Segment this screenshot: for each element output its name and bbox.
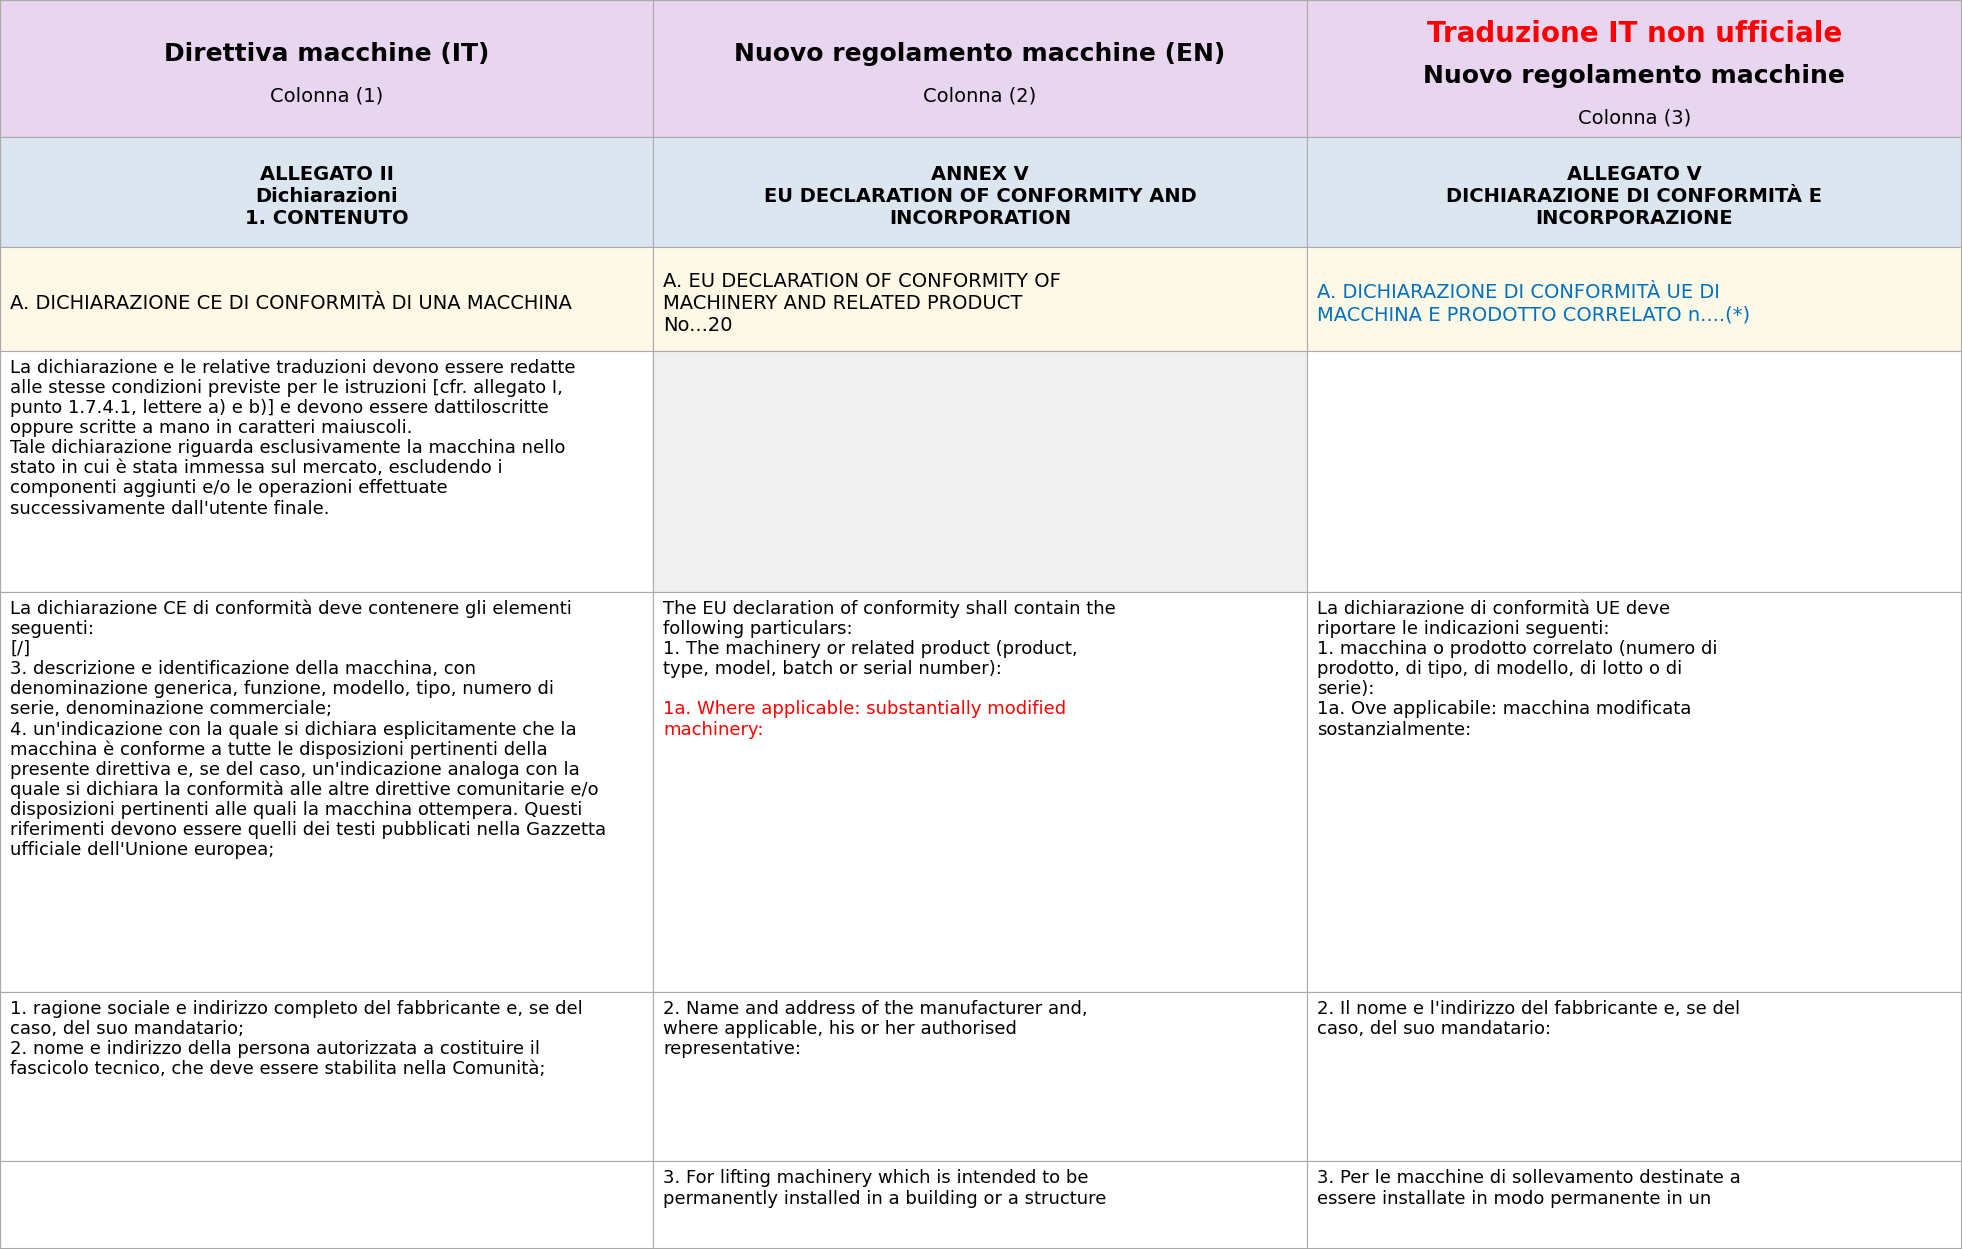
Text: denominazione generica, funzione, modello, tipo, numero di: denominazione generica, funzione, modell… (10, 681, 553, 698)
Text: Traduzione IT non ufficiale: Traduzione IT non ufficiale (1426, 20, 1842, 47)
Text: Dichiarazioni: Dichiarazioni (255, 187, 398, 206)
Text: 2. Il nome e l'indirizzo del fabbricante e, se del: 2. Il nome e l'indirizzo del fabbricante… (1317, 999, 1740, 1018)
Text: disposizioni pertinenti alle quali la macchina ottempera. Questi: disposizioni pertinenti alle quali la ma… (10, 801, 583, 819)
Text: where applicable, his or her authorised: where applicable, his or her authorised (663, 1019, 1016, 1038)
Text: representative:: representative: (663, 1040, 800, 1058)
Bar (1307, 0, 1962, 137)
Text: Direttiva macchine (IT): Direttiva macchine (IT) (165, 42, 489, 66)
Text: La dichiarazione di conformità UE deve: La dichiarazione di conformità UE deve (1317, 600, 1670, 618)
Text: caso, del suo mandatario;: caso, del suo mandatario; (10, 1019, 243, 1038)
Text: 1. macchina o prodotto correlato (numero di: 1. macchina o prodotto correlato (numero… (1317, 639, 1717, 658)
Text: macchina è conforme a tutte le disposizioni pertinenti della: macchina è conforme a tutte le disposizi… (10, 741, 547, 759)
Text: MACCHINA E PRODOTTO CORRELATO n....(*): MACCHINA E PRODOTTO CORRELATO n....(*) (1317, 305, 1750, 325)
Text: 3. Per le macchine di sollevamento destinate a: 3. Per le macchine di sollevamento desti… (1317, 1169, 1740, 1188)
Text: Colonna (1): Colonna (1) (271, 86, 383, 105)
Text: riferimenti devono essere quelli dei testi pubblicati nella Gazzetta: riferimenti devono essere quelli dei tes… (10, 822, 606, 839)
Bar (0, 137, 653, 246)
Text: La dichiarazione e le relative traduzioni devono essere redatte: La dichiarazione e le relative traduzion… (10, 358, 575, 377)
Text: 1. ragione sociale e indirizzo completo del fabbricante e, se del: 1. ragione sociale e indirizzo completo … (10, 999, 583, 1018)
Text: 2. Name and address of the manufacturer and,: 2. Name and address of the manufacturer … (663, 999, 1089, 1018)
Text: serie):: serie): (1317, 681, 1373, 698)
Text: 1. The machinery or related product (product,: 1. The machinery or related product (pro… (663, 639, 1077, 658)
Text: The EU declaration of conformity shall contain the: The EU declaration of conformity shall c… (663, 600, 1116, 618)
Text: 4. un'indicazione con la quale si dichiara esplicitamente che la: 4. un'indicazione con la quale si dichia… (10, 721, 577, 738)
Text: 2. nome e indirizzo della persona autorizzata a costituire il: 2. nome e indirizzo della persona autori… (10, 1040, 540, 1058)
Text: INCORPORAZIONE: INCORPORAZIONE (1536, 210, 1732, 229)
Text: machinery:: machinery: (663, 721, 763, 738)
Text: [/]: [/] (10, 639, 29, 658)
Bar (0, 351, 653, 592)
Bar (1307, 351, 1962, 592)
Bar (1307, 137, 1962, 246)
Text: A. EU DECLARATION OF CONFORMITY OF: A. EU DECLARATION OF CONFORMITY OF (663, 272, 1061, 291)
Text: Colonna (3): Colonna (3) (1577, 109, 1691, 127)
Bar (0, 1162, 653, 1249)
Text: punto 1.7.4.1, lettere a) e b)] e devono essere dattiloscritte: punto 1.7.4.1, lettere a) e b)] e devono… (10, 398, 549, 417)
Text: essere installate in modo permanente in un: essere installate in modo permanente in … (1317, 1189, 1711, 1208)
Bar (0, 592, 653, 992)
Text: Nuovo regolamento macchine (EN): Nuovo regolamento macchine (EN) (734, 42, 1226, 66)
Text: alle stesse condizioni previste per le istruzioni [cfr. allegato I,: alle stesse condizioni previste per le i… (10, 378, 563, 397)
Text: DICHIARAZIONE DI CONFORMITÀ E: DICHIARAZIONE DI CONFORMITÀ E (1446, 187, 1823, 206)
Text: serie, denominazione commerciale;: serie, denominazione commerciale; (10, 701, 332, 718)
Bar (653, 592, 1307, 992)
Text: seguenti:: seguenti: (10, 620, 94, 638)
Text: EU DECLARATION OF CONFORMITY AND: EU DECLARATION OF CONFORMITY AND (763, 187, 1197, 206)
Bar (1307, 592, 1962, 992)
Text: ANNEX V: ANNEX V (932, 165, 1028, 185)
Text: fascicolo tecnico, che deve essere stabilita nella Comunità;: fascicolo tecnico, che deve essere stabi… (10, 1060, 545, 1078)
Text: successivamente dall'utente finale.: successivamente dall'utente finale. (10, 500, 330, 517)
Bar (1307, 1162, 1962, 1249)
Text: caso, del suo mandatario:: caso, del suo mandatario: (1317, 1019, 1550, 1038)
Bar (0, 992, 653, 1162)
Bar (653, 0, 1307, 137)
Text: permanently installed in a building or a structure: permanently installed in a building or a… (663, 1189, 1107, 1208)
Text: No...20: No...20 (663, 316, 734, 335)
Text: oppure scritte a mano in caratteri maiuscoli.: oppure scritte a mano in caratteri maius… (10, 420, 412, 437)
Text: quale si dichiara la conformità alle altre direttive comunitarie e/o: quale si dichiara la conformità alle alt… (10, 781, 598, 799)
Bar (0, 246, 653, 351)
Text: ALLEGATO V: ALLEGATO V (1568, 165, 1701, 185)
Text: La dichiarazione CE di conformità deve contenere gli elementi: La dichiarazione CE di conformità deve c… (10, 600, 571, 618)
Bar (0, 0, 653, 137)
Bar (653, 1162, 1307, 1249)
Text: 1a. Ove applicabile: macchina modificata: 1a. Ove applicabile: macchina modificata (1317, 701, 1691, 718)
Text: type, model, batch or serial number):: type, model, batch or serial number): (663, 659, 1003, 678)
Text: 1. CONTENUTO: 1. CONTENUTO (245, 210, 408, 229)
Text: MACHINERY AND RELATED PRODUCT: MACHINERY AND RELATED PRODUCT (663, 295, 1022, 313)
Text: 3. descrizione e identificazione della macchina, con: 3. descrizione e identificazione della m… (10, 659, 477, 678)
Text: ufficiale dell'Unione europea;: ufficiale dell'Unione europea; (10, 842, 275, 859)
Text: riportare le indicazioni seguenti:: riportare le indicazioni seguenti: (1317, 620, 1609, 638)
Text: sostanzialmente:: sostanzialmente: (1317, 721, 1472, 738)
Bar (1307, 992, 1962, 1162)
Text: Nuovo regolamento macchine: Nuovo regolamento macchine (1422, 64, 1846, 89)
Bar (653, 137, 1307, 246)
Text: ALLEGATO II: ALLEGATO II (259, 165, 394, 185)
Text: following particulars:: following particulars: (663, 620, 853, 638)
Text: 1a. Where applicable: substantially modified: 1a. Where applicable: substantially modi… (663, 701, 1067, 718)
Text: Tale dichiarazione riguarda esclusivamente la macchina nello: Tale dichiarazione riguarda esclusivamen… (10, 440, 565, 457)
Text: stato in cui è stata immessa sul mercato, escludendo i: stato in cui è stata immessa sul mercato… (10, 460, 502, 477)
Text: A. DICHIARAZIONE DI CONFORMITÀ UE DI: A. DICHIARAZIONE DI CONFORMITÀ UE DI (1317, 284, 1719, 302)
Text: INCORPORATION: INCORPORATION (889, 210, 1071, 229)
Text: prodotto, di tipo, di modello, di lotto o di: prodotto, di tipo, di modello, di lotto … (1317, 659, 1681, 678)
Text: componenti aggiunti e/o le operazioni effettuate: componenti aggiunti e/o le operazioni ef… (10, 480, 447, 497)
Text: Colonna (2): Colonna (2) (924, 86, 1036, 105)
Bar (1307, 246, 1962, 351)
Text: presente direttiva e, se del caso, un'indicazione analoga con la: presente direttiva e, se del caso, un'in… (10, 761, 579, 779)
Text: A. DICHIARAZIONE CE DI CONFORMITÀ DI UNA MACCHINA: A. DICHIARAZIONE CE DI CONFORMITÀ DI UNA… (10, 295, 571, 313)
Text: 3. For lifting machinery which is intended to be: 3. For lifting machinery which is intend… (663, 1169, 1089, 1188)
Bar (653, 351, 1307, 592)
Bar (653, 992, 1307, 1162)
Bar (653, 246, 1307, 351)
